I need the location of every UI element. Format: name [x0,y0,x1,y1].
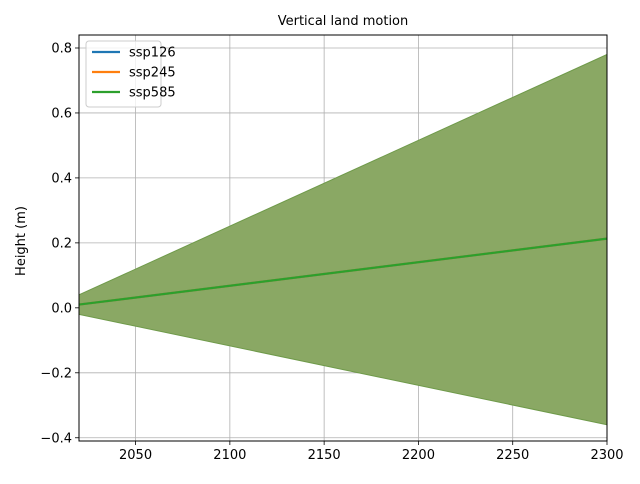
x-tick-label: 2200 [402,448,435,463]
x-tick-label: 2050 [119,448,152,463]
legend-label-ssp126: ssp126 [129,46,176,61]
legend-box [85,40,162,108]
legend-label-ssp585: ssp585 [129,86,176,101]
y-tick-label: 0.6 [51,106,72,121]
axis-ticks: 2050 2100 2150 2200 2250 2300 −0.4 −0.2 0.0 0.2 0.… [40,41,623,463]
y-axis-label: Height (m) [14,206,29,276]
y-tick-label: 0.2 [51,236,72,251]
y-tick-label: −0.2 [40,366,72,381]
series-lines [78,237,608,306]
band-lower-edge [78,313,608,426]
y-tick-label: 0.0 [51,301,72,316]
line-ssp585 [78,237,608,306]
uncertainty-bands [78,54,608,426]
legend: ssp126 ssp245 ssp585 [85,40,176,108]
band-ssp585 [79,54,607,425]
x-tick-label: 2150 [308,448,341,463]
y-tick-label: 0.4 [51,171,72,186]
x-tick-label: 2250 [496,448,529,463]
band-upper-edge [78,54,608,296]
chart-title: Vertical land motion [278,14,409,29]
x-tick-label: 2100 [213,448,246,463]
x-tick-label: 2300 [590,448,623,463]
y-tick-label: −0.4 [40,431,72,446]
y-tick-label: 0.8 [51,41,72,56]
legend-label-ssp245: ssp245 [129,66,176,81]
plot-frame [78,34,608,442]
